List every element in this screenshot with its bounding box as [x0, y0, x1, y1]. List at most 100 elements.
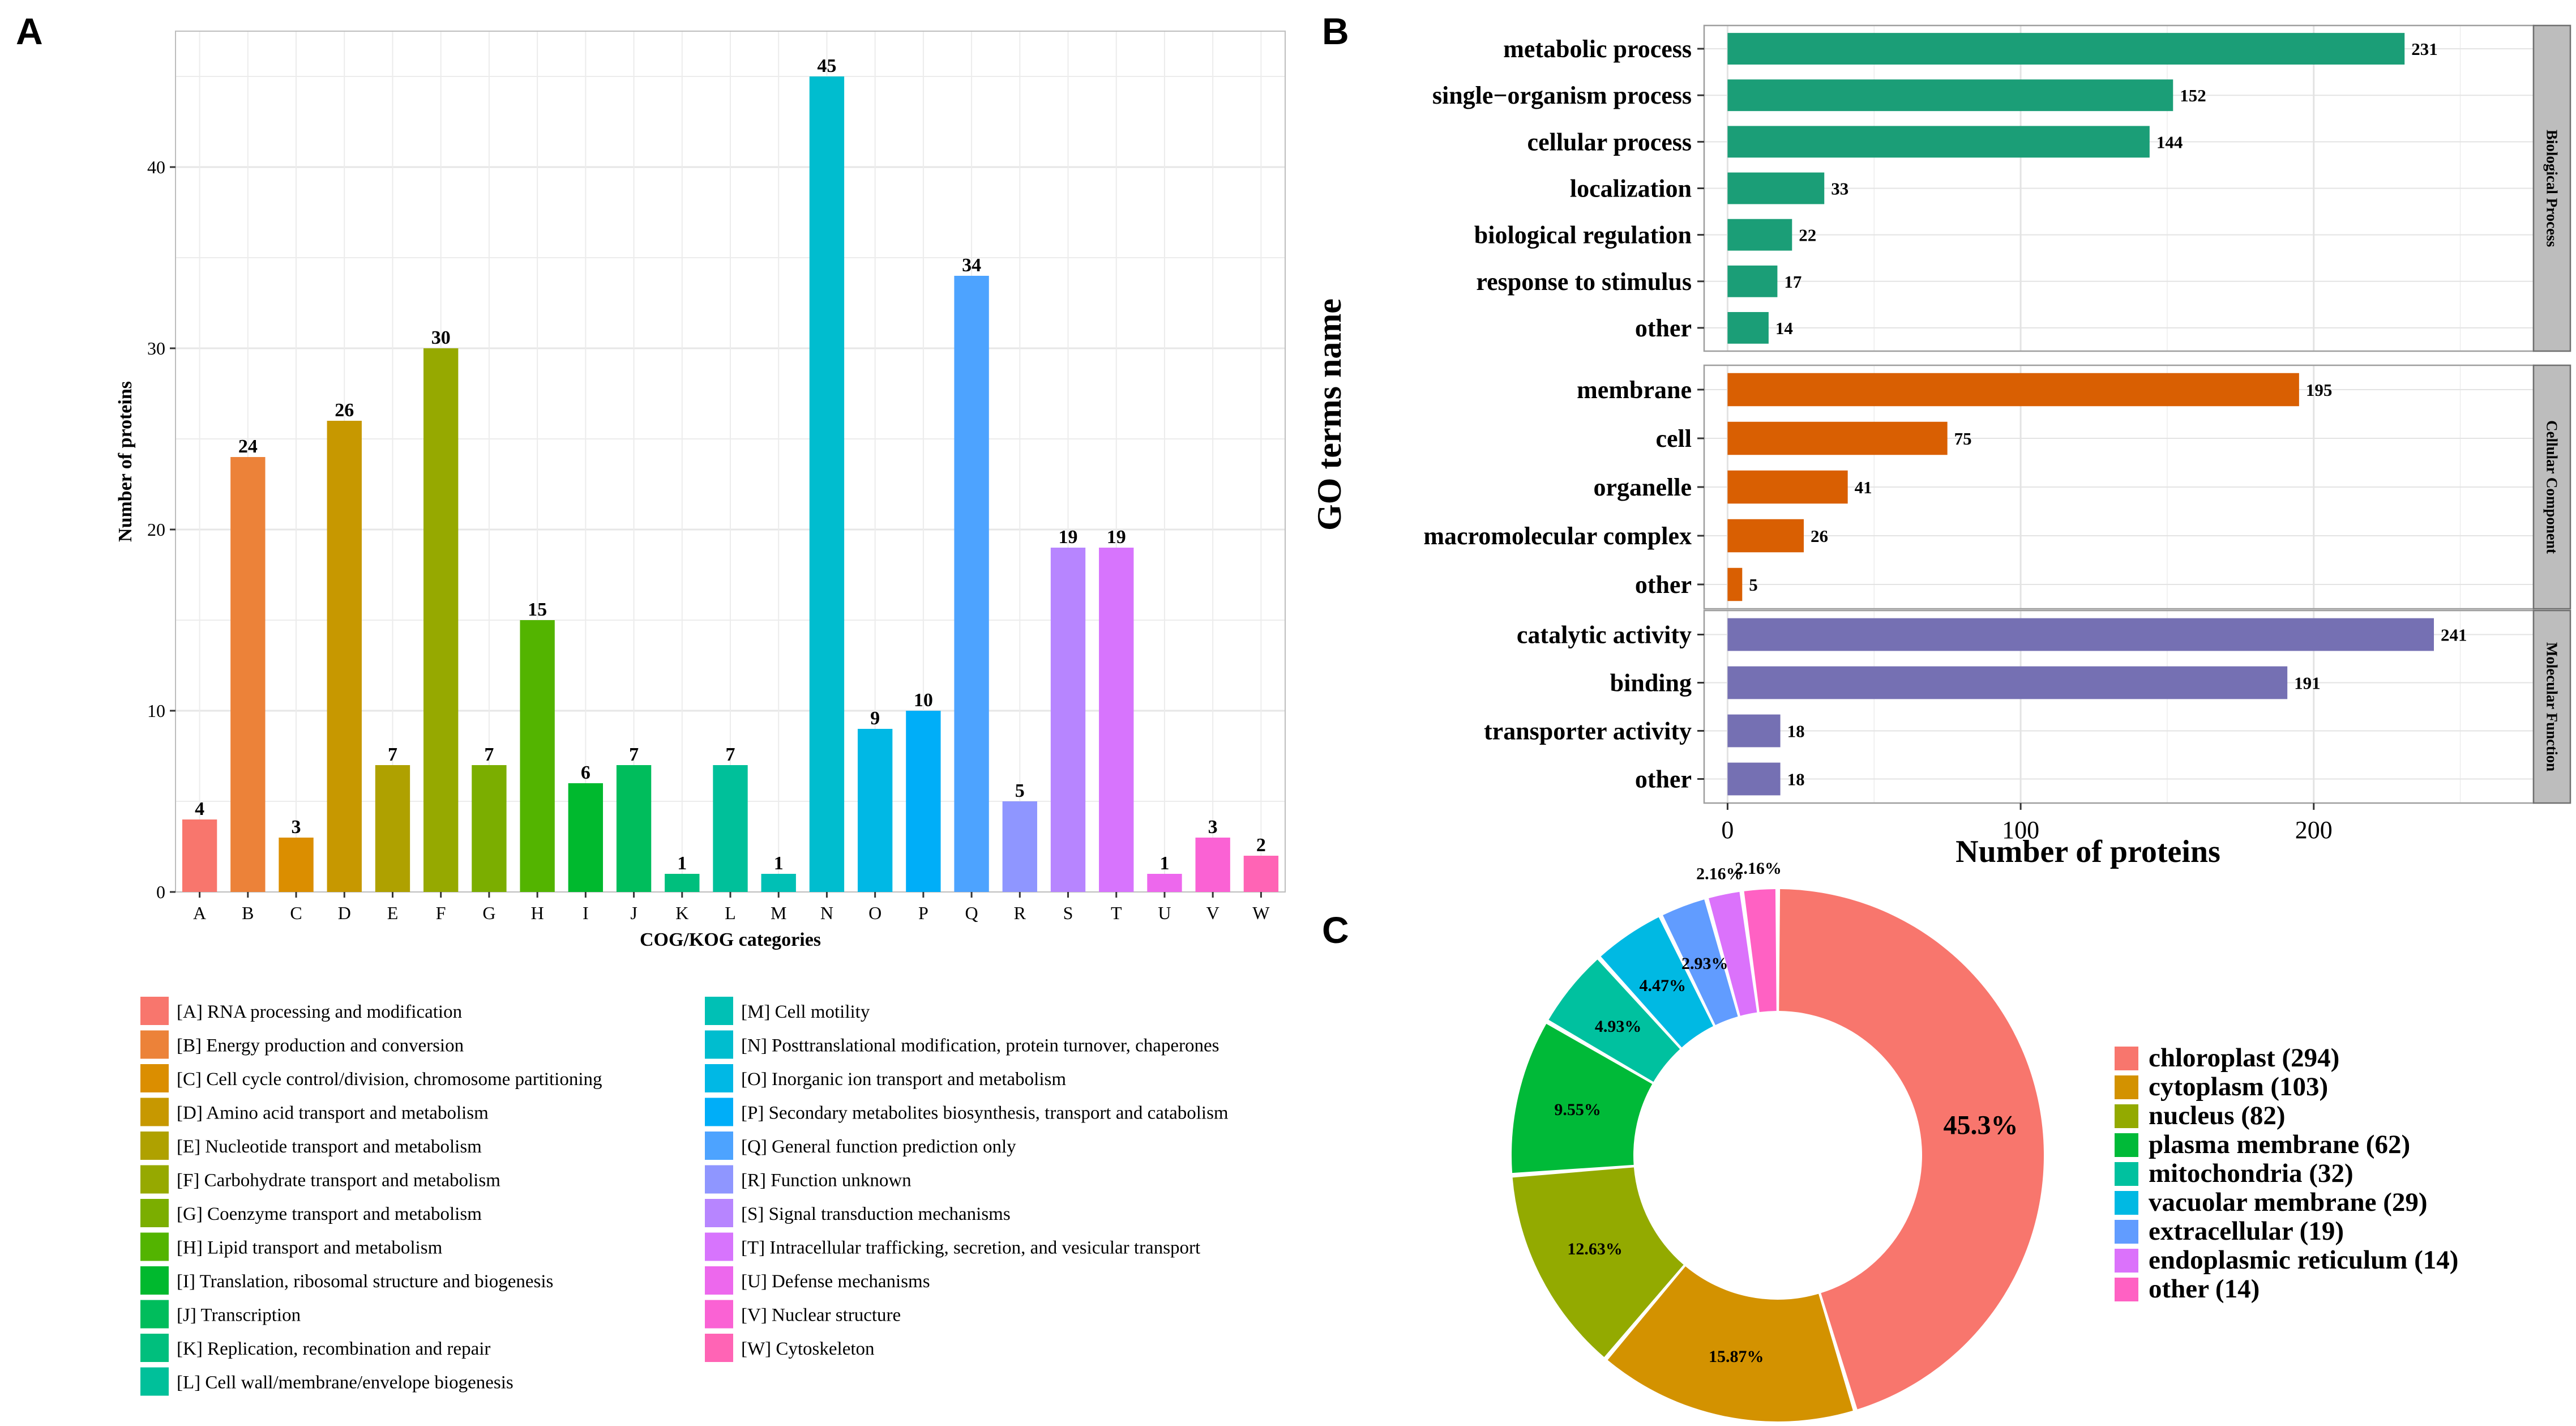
- bar-h: [520, 620, 555, 892]
- legend-swatch-n: [705, 1030, 733, 1059]
- slice-plasma-membrane: [1511, 1023, 1653, 1173]
- y-tick-label: catalytic activity: [1517, 621, 1692, 649]
- facet-strip-molecular-function: [2532, 609, 2571, 804]
- bar-value-label: 22: [1799, 225, 1816, 245]
- bar-value-label: 6: [581, 762, 590, 783]
- legend-swatch-e: [140, 1132, 169, 1160]
- x-tick-label: E: [387, 903, 399, 923]
- legend-swatch-w: [705, 1334, 733, 1362]
- legend-swatch-c: [140, 1064, 169, 1092]
- bar-cellular-component-other: [1727, 567, 1743, 601]
- bar-g: [472, 765, 507, 892]
- x-tick-label: N: [820, 903, 833, 923]
- y-tick-label: 10: [147, 701, 165, 721]
- bar-value-label: 15: [528, 599, 547, 620]
- legend-label: [T] Intracellular trafficking, secretion…: [741, 1238, 1200, 1258]
- legend-label: [D] Amino acid transport and metabolism: [177, 1103, 489, 1124]
- legend-label: plasma membrane (62): [2149, 1130, 2410, 1159]
- y-tick-label: 0: [156, 882, 165, 902]
- slice-endoplasmic-reticulum: [1709, 891, 1757, 1016]
- y-tick-label: other: [1635, 314, 1692, 342]
- bar-value-label: 45: [817, 55, 836, 76]
- bar-value-label: 10: [914, 690, 933, 711]
- legend-swatch-o: [705, 1064, 733, 1092]
- localization-donut-chart: 45.3% 15.87% 12.63% 9.55% 4.93% 4.47% 2.93% 2.1…: [1511, 859, 2458, 1421]
- x-axis-title: Number of proteins: [1955, 834, 2220, 869]
- y-tick-label: membrane: [1577, 376, 1692, 404]
- facet-strip-cellular-component: [2532, 364, 2571, 610]
- bar-value-label: 3: [292, 817, 301, 838]
- bar-value-label: 19: [1059, 527, 1078, 548]
- legend-label: [O] Inorganic ion transport and metaboli…: [741, 1069, 1066, 1090]
- legend-label: [K] Replication, recombination and repai…: [177, 1339, 490, 1359]
- x-tick-label: H: [531, 903, 544, 923]
- bar-value-label: 18: [1787, 721, 1805, 741]
- bar-k: [665, 874, 700, 892]
- legend-label: [L] Cell wall/membrane/envelope biogenes…: [177, 1373, 514, 1393]
- bar-a: [182, 819, 217, 892]
- bar-value-label: 7: [629, 744, 639, 765]
- bar-value-label: 41: [1855, 477, 1872, 497]
- bar-molecular-function-binding: [1727, 666, 2288, 699]
- bar-value-label: 24: [238, 436, 258, 457]
- legend-label: [F] Carbohydrate transport and metabolis…: [177, 1171, 500, 1191]
- legend-label: chloroplast (294): [2149, 1043, 2339, 1073]
- facet-strip-label: Biological Process: [2544, 130, 2561, 247]
- legend-swatch-cytoplasm: [2115, 1075, 2138, 1099]
- legend-swatch-b: [140, 1030, 169, 1059]
- legend-swatch-q: [705, 1132, 733, 1160]
- legend-swatch-s: [705, 1199, 733, 1227]
- bar-value-label: 7: [484, 744, 494, 765]
- slice-percent-label: 2.16%: [1696, 864, 1743, 883]
- bar-value-label: 231: [2411, 39, 2438, 59]
- y-tick-label: localization: [1570, 175, 1692, 203]
- legend-swatch-i: [140, 1266, 169, 1295]
- bar-biological-process-metabolic-process: [1727, 33, 2405, 65]
- facet-strip-label: Molecular Function: [2544, 642, 2561, 771]
- bar-cellular-component-macromolecular-complex: [1727, 519, 1804, 553]
- bar-value-label: 7: [388, 744, 397, 765]
- legend-swatch-chloroplast: [2115, 1047, 2138, 1070]
- legend-swatch-m: [705, 997, 733, 1025]
- x-tick-label: T: [1111, 903, 1122, 923]
- y-tick-label: 40: [147, 157, 165, 177]
- x-tick-label: P: [918, 903, 928, 923]
- bar-value-label: 5: [1015, 780, 1025, 801]
- bar-b: [230, 457, 266, 892]
- bar-value-label: 33: [1831, 179, 1848, 199]
- legend-swatch-endoplasmic-reticulum: [2115, 1249, 2138, 1273]
- y-axis-title: GO terms name: [1311, 298, 1348, 531]
- legend-label: [P] Secondary metabolites biosynthesis, …: [741, 1103, 1229, 1124]
- x-tick-label: S: [1063, 903, 1073, 923]
- legend-swatch-f: [140, 1165, 169, 1194]
- legend-swatch-u: [705, 1266, 733, 1295]
- bar-d: [327, 421, 362, 892]
- x-tick-label: 200: [2295, 816, 2333, 844]
- legend-swatch-nucleus: [2115, 1104, 2138, 1128]
- legend-label: vacuolar membrane (29): [2149, 1188, 2428, 1217]
- bar-biological-process-single-organism-process: [1727, 79, 2173, 112]
- y-tick-label: transporter activity: [1484, 718, 1692, 745]
- bar-i: [568, 783, 604, 892]
- bar-w: [1243, 856, 1279, 892]
- legend-label: other (14): [2149, 1274, 2260, 1304]
- legend-label: [W] Cytoskeleton: [741, 1339, 875, 1359]
- slice-vacuolar-membrane: [1601, 917, 1713, 1048]
- legend-label: [A] RNA processing and modification: [177, 1002, 462, 1022]
- bar-value-label: 144: [2156, 132, 2183, 152]
- bar-value-label: 1: [1159, 853, 1169, 874]
- x-tick-label: 0: [1721, 816, 1734, 844]
- y-axis-title: Number of proteins: [115, 381, 136, 542]
- bar-value-label: 3: [1208, 817, 1218, 838]
- x-tick-label: U: [1158, 903, 1171, 923]
- bar-biological-process-cellular-process: [1727, 126, 2150, 158]
- bar-value-label: 75: [1954, 429, 1972, 449]
- x-tick-label: M: [771, 903, 786, 923]
- legend-label: [N] Posttranslational modification, prot…: [741, 1036, 1219, 1056]
- bar-value-label: 7: [726, 744, 735, 765]
- bar-value-label: 5: [1749, 575, 1758, 595]
- bar-t: [1099, 548, 1134, 892]
- y-tick-label: 20: [147, 519, 165, 540]
- legend-swatch-extracellular: [2115, 1220, 2138, 1244]
- legend-label: [B] Energy production and conversion: [177, 1036, 464, 1056]
